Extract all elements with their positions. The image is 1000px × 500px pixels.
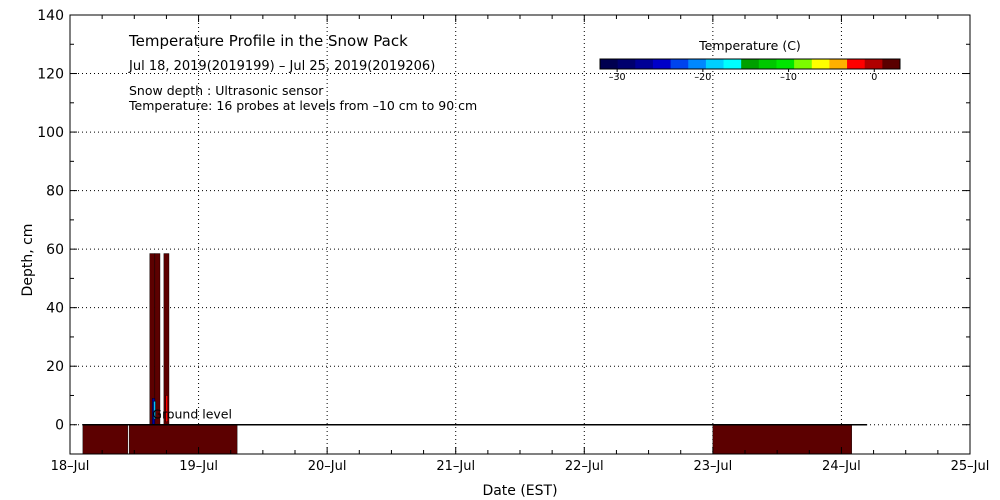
ground-line-group: Ground level (82, 407, 868, 426)
y-tick-label: 120 (37, 67, 64, 83)
y-tick-label: 100 (37, 125, 64, 141)
chart-title: Temperature Profile in the Snow Pack (128, 32, 408, 50)
x-tick-label: 23–Jul (693, 459, 732, 474)
colorbar: –30 –20 –10 0 (599, 58, 901, 83)
colorbar-swatch (741, 59, 760, 69)
note-temperature: Temperature: 16 probes at levels from –1… (128, 98, 477, 113)
plot-frame (69, 14, 971, 455)
heatmap-cell (712, 424, 852, 455)
axis-ticks: 18–Jul 19–Jul 20–Jul 21–Jul 22–Jul 23–Jul 24–J… (37, 8, 989, 474)
colorbar-tick-label: –20 (694, 72, 711, 83)
x-tick-label: 24–Jul (822, 459, 861, 474)
heatmap-cell (154, 253, 161, 425)
colorbar-label: Temperature (C) (698, 38, 801, 53)
heatmap-cell (153, 401, 156, 420)
note-snow-depth: Snow depth : Ultrasonic sensor (129, 83, 324, 98)
heatmap-cell (165, 395, 168, 423)
colorbar-swatch (705, 59, 725, 69)
x-tick-label: 25–Jul (951, 459, 990, 474)
grid-lines (70, 15, 970, 454)
x-tick-label: 20–Jul (308, 459, 347, 474)
y-tick-label: 140 (37, 8, 64, 24)
colorbar-swatch (652, 59, 672, 69)
x-axis-label: Date (EST) (482, 483, 557, 499)
colorbar-swatch (688, 59, 707, 69)
colorbar-tick-label: 0 (871, 72, 877, 83)
colorbar-swatch (600, 59, 619, 69)
colorbar-swatch (829, 59, 848, 69)
heatmap-cell (128, 424, 238, 455)
colorbar-frame (599, 58, 901, 70)
y-tick-label: 60 (46, 242, 64, 258)
colorbar-swatch (864, 59, 883, 69)
y-tick-label: 40 (46, 301, 64, 317)
ground-level-label: Ground level (152, 407, 232, 422)
y-tick-label: 80 (46, 184, 64, 200)
colorbar-swatch (758, 59, 777, 69)
colorbar-swatch (670, 59, 689, 69)
y-tick-label: 20 (46, 359, 64, 375)
x-tick-label: 19–Jul (179, 459, 218, 474)
y-tick-label: 0 (55, 418, 64, 434)
colorbar-swatch (794, 59, 813, 69)
colorbar-swatch (617, 59, 636, 69)
x-tick-label: 18–Jul (51, 459, 90, 474)
colorbar-swatch (635, 59, 654, 69)
chart-subtitle: Jul 18, 2019(2019199) – Jul 25, 2019(201… (128, 59, 435, 74)
x-tick-label: 22–Jul (565, 459, 604, 474)
colorbar-tick-label: –10 (780, 72, 797, 83)
y-axis-label: Depth, cm (20, 224, 36, 297)
colorbar-swatch (882, 59, 901, 69)
colorbar-tick-label: –30 (609, 72, 626, 83)
colorbar-swatch (776, 59, 795, 69)
colorbar-swatch (723, 59, 742, 69)
heatmap-cell (82, 424, 129, 455)
colorbar-swatch (811, 59, 830, 69)
x-tick-label: 21–Jul (436, 459, 475, 474)
colorbar-swatch (847, 59, 866, 69)
